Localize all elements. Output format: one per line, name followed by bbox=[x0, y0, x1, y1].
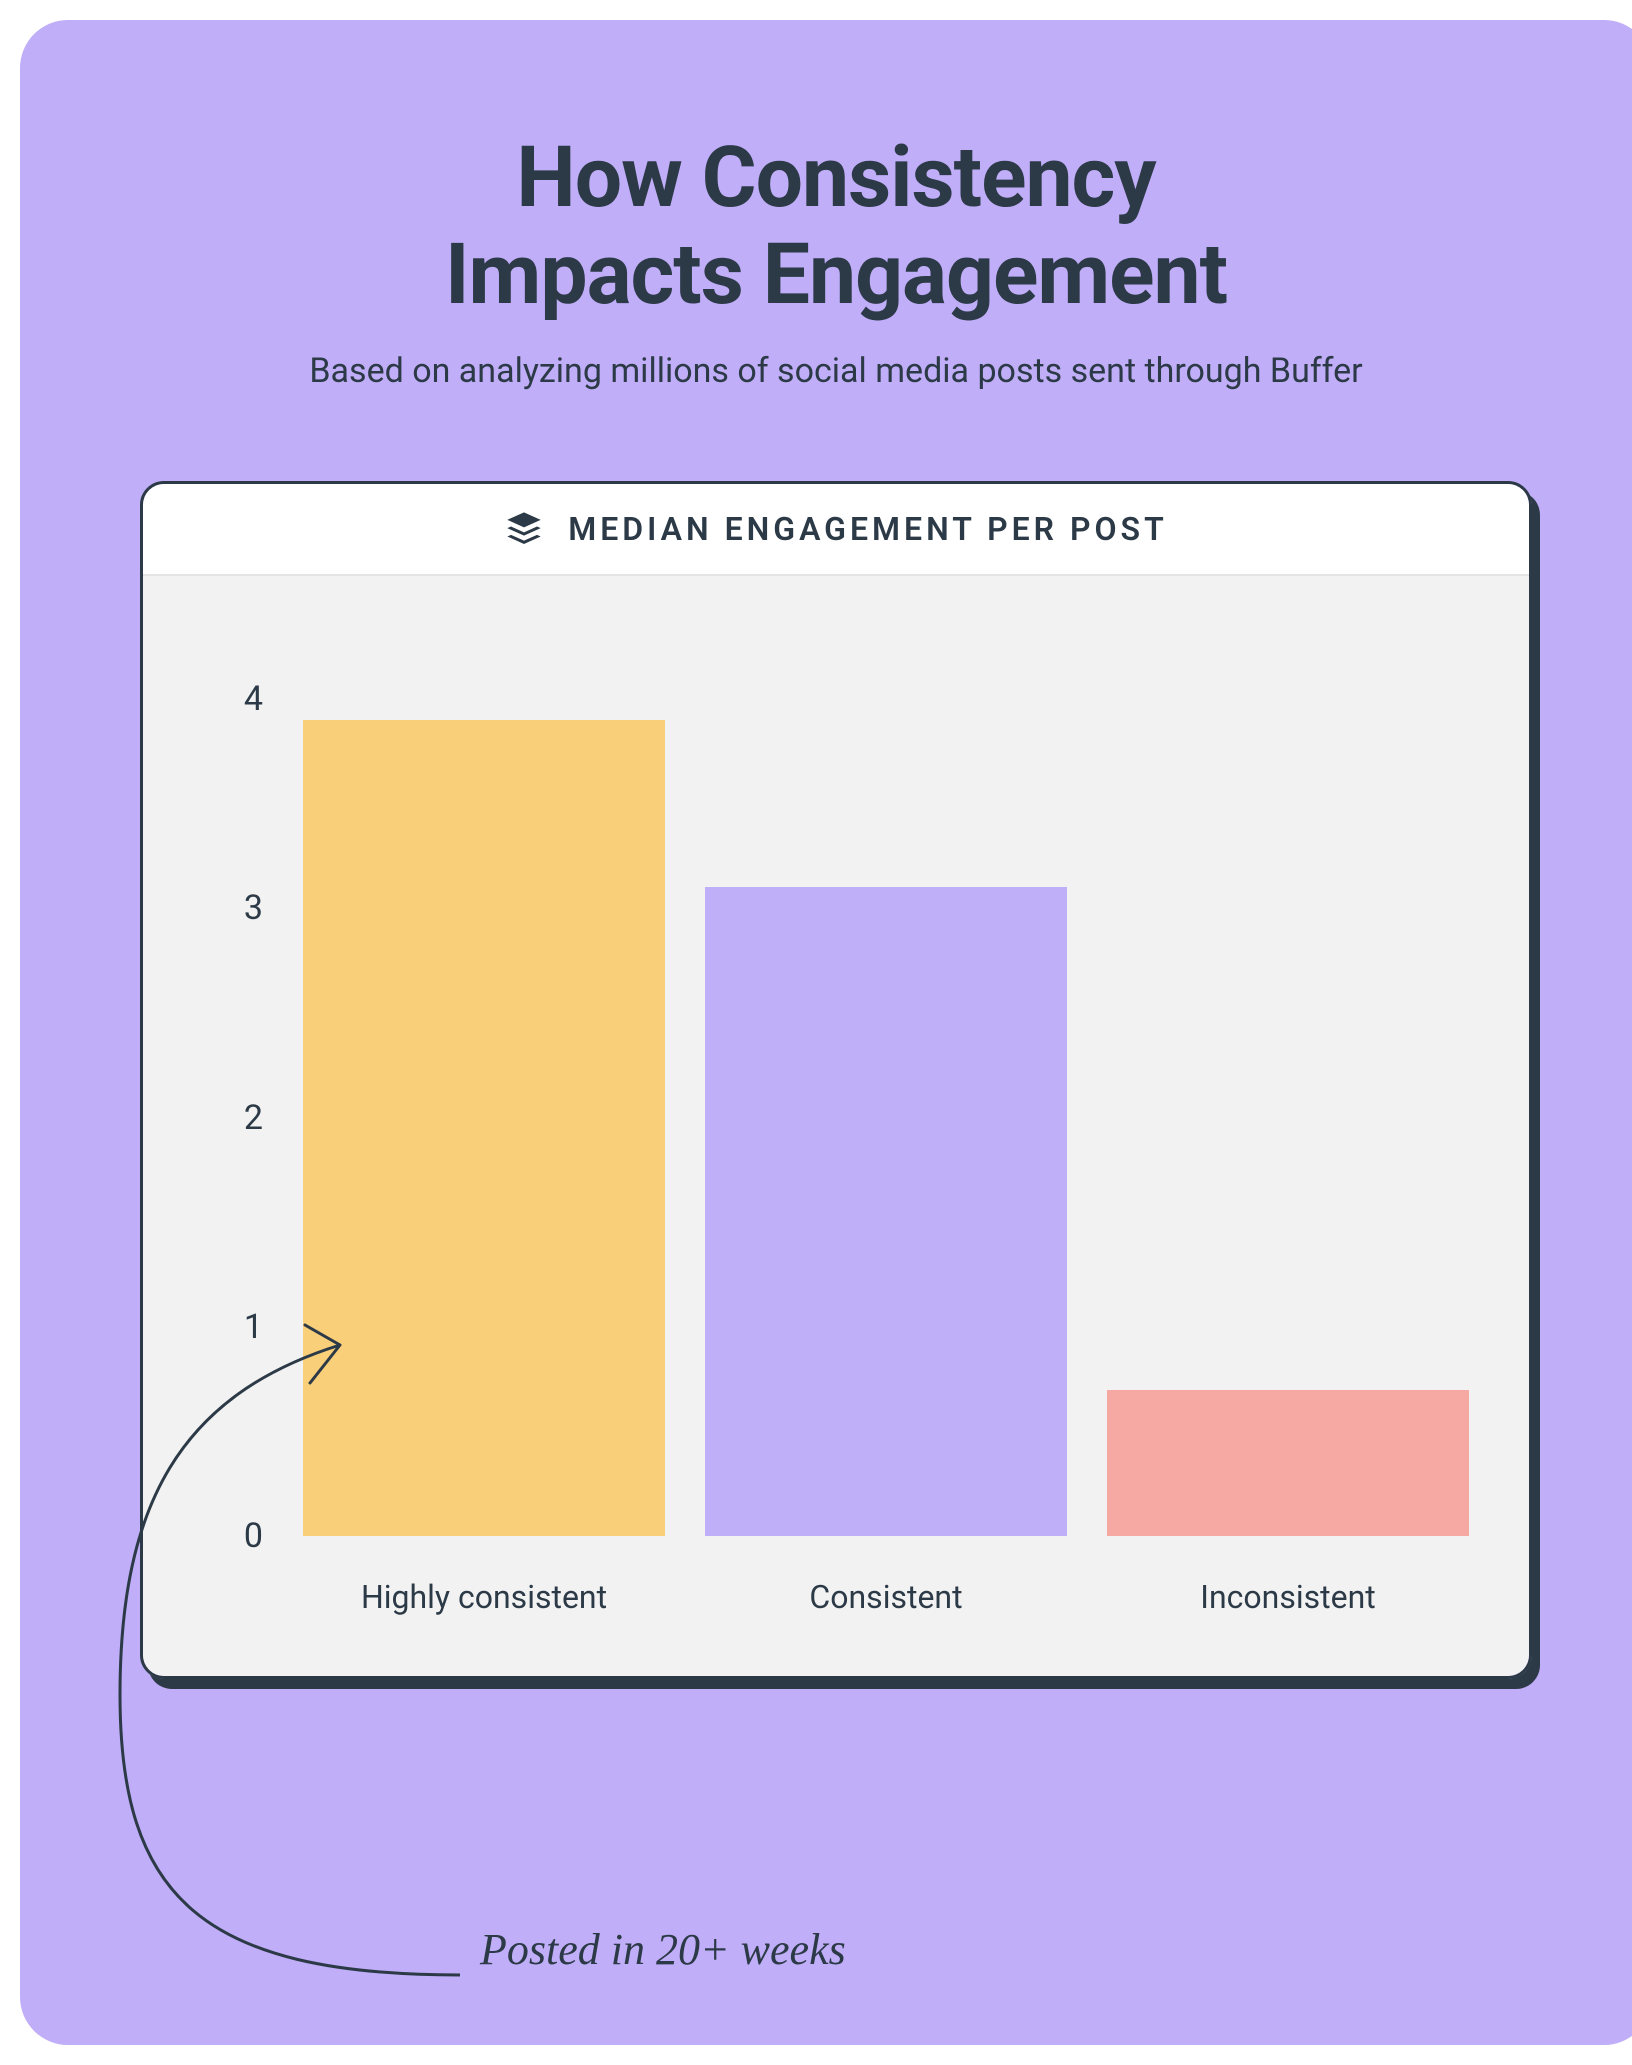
chart-panel: MEDIAN ENGAGEMENT PER POST 0 1 2 3 4 Highly … bbox=[140, 481, 1532, 1679]
y-axis: 01234 bbox=[203, 636, 283, 1536]
bar bbox=[303, 720, 665, 1536]
subtitle: Based on analyzing millions of social me… bbox=[140, 351, 1532, 391]
bar-wrap bbox=[1107, 636, 1469, 1536]
y-tick: 0 bbox=[244, 1516, 263, 1556]
bars-container bbox=[303, 636, 1469, 1536]
bar bbox=[1107, 1390, 1469, 1537]
panel-header: MEDIAN ENGAGEMENT PER POST bbox=[143, 484, 1529, 576]
main-title: How Consistency Impacts Engagement bbox=[140, 130, 1532, 323]
bar-wrap bbox=[303, 636, 665, 1536]
annotation-text: Posted in 20+ weeks bbox=[480, 1924, 846, 1975]
bar bbox=[705, 887, 1067, 1536]
y-tick: 1 bbox=[244, 1307, 263, 1347]
y-tick: 2 bbox=[244, 1098, 263, 1138]
title-line-2: Impacts Engagement bbox=[445, 225, 1227, 324]
chart-body: 0 1 2 3 4 Highly consistent Consistent Inconsi… bbox=[143, 576, 1529, 1676]
infographic-card: How Consistency Impacts Engagement Based… bbox=[20, 20, 1632, 2045]
panel-header-title: MEDIAN ENGAGEMENT PER POST bbox=[568, 510, 1168, 548]
title-line-1: How Consistency bbox=[516, 128, 1155, 227]
x-label: Inconsistent bbox=[1107, 1578, 1469, 1616]
x-label: Highly consistent bbox=[303, 1578, 665, 1616]
y-tick: 4 bbox=[244, 679, 263, 719]
bar-wrap bbox=[705, 636, 1067, 1536]
plot-area bbox=[303, 636, 1469, 1536]
y-tick: 3 bbox=[244, 888, 263, 928]
x-axis-labels: Highly consistent Consistent Inconsistent bbox=[303, 1578, 1469, 1616]
x-label: Consistent bbox=[705, 1578, 1067, 1616]
buffer-logo-icon bbox=[504, 509, 544, 549]
